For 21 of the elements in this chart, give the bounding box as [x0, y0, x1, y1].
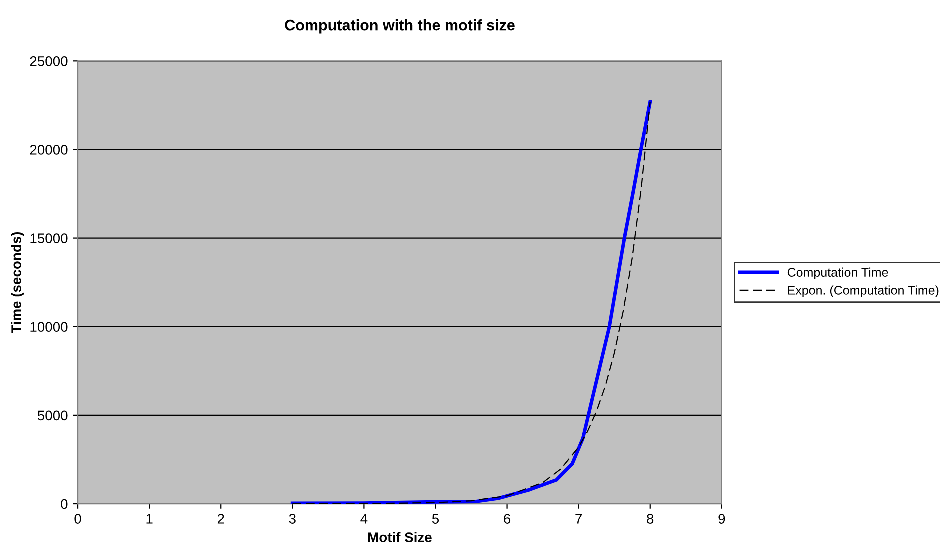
- x-tick-label: 1: [146, 514, 153, 524]
- x-axis-title: Motif Size: [368, 532, 432, 542]
- x-tick-label: 8: [647, 514, 654, 524]
- x-tick-label: 5: [432, 514, 440, 524]
- y-tick-label: 20000: [30, 145, 68, 155]
- x-tick-label: 4: [360, 514, 368, 524]
- y-tick-label: 0: [61, 499, 68, 510]
- y-tick-label: 5000: [38, 410, 68, 421]
- y-axis-title: Time (seconds): [11, 232, 24, 334]
- x-tick-label: 6: [504, 514, 511, 524]
- chart-title: Computation with the motif size: [285, 20, 515, 34]
- x-tick-label: 3: [289, 514, 296, 524]
- y-tick-label: 10000: [30, 322, 68, 332]
- x-tick-label: 2: [218, 514, 224, 524]
- y-tick-label: 15000: [30, 234, 68, 244]
- x-tick-label: 7: [576, 514, 582, 524]
- x-tick-label: 9: [718, 514, 726, 524]
- y-tick-label: 25000: [30, 56, 68, 66]
- x-tick-label: 0: [74, 514, 82, 524]
- legend-label: Expon. (Computation Time): [788, 286, 939, 298]
- legend-label: Computation Time: [788, 268, 888, 280]
